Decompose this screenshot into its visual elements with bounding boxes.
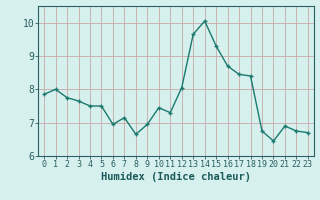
X-axis label: Humidex (Indice chaleur): Humidex (Indice chaleur) bbox=[101, 172, 251, 182]
